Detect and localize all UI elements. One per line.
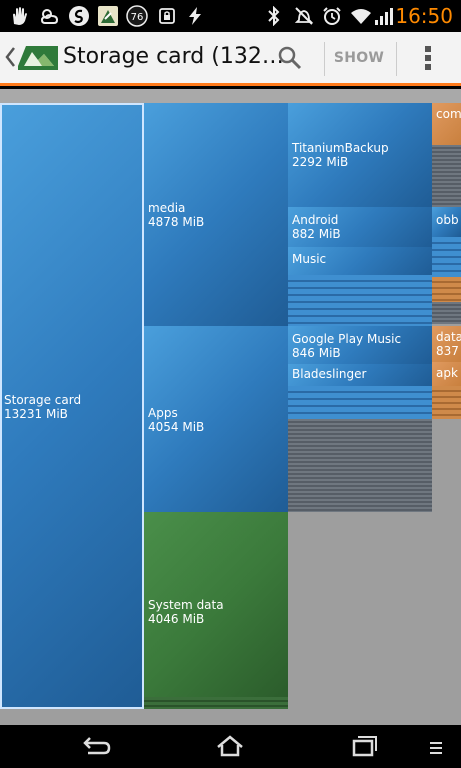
home-icon — [217, 735, 243, 757]
misc-sub-items — [432, 302, 461, 324]
com-block[interactable]: com — [432, 103, 461, 145]
menu-button[interactable] — [424, 733, 454, 761]
block-size: 837 — [436, 344, 459, 358]
apps-block[interactable]: Apps 4054 MiB — [144, 326, 288, 512]
clock: 16:50 — [395, 4, 453, 28]
alarm-icon — [322, 5, 342, 27]
search-icon — [278, 46, 302, 70]
block-label: Android — [292, 213, 339, 227]
overflow-dots-icon — [416, 46, 440, 70]
app-notify-icon — [96, 5, 120, 27]
weather-icon — [38, 5, 62, 27]
treemap-header-strip — [0, 89, 461, 103]
block-label: data — [436, 330, 461, 344]
app-logo-icon — [18, 44, 58, 72]
obb-block[interactable]: obb — [432, 207, 461, 237]
block-label: Storage card — [4, 393, 82, 407]
hand-icon — [8, 5, 30, 27]
apk-block[interactable]: apk — [432, 362, 461, 386]
block-label: Apps — [148, 406, 178, 420]
block-label: Bladeslinger — [292, 367, 367, 381]
mute-icon — [294, 5, 314, 27]
badge-count: 76 — [131, 12, 144, 23]
block-label: System data — [148, 598, 224, 612]
block-size: 882 MiB — [292, 227, 341, 241]
apps-small-items — [288, 386, 432, 419]
signal-icon — [374, 5, 394, 27]
block-label: apk — [436, 366, 458, 380]
badge-icon: 76 — [126, 5, 148, 27]
home-button[interactable] — [210, 733, 250, 761]
back-chevron-icon — [4, 46, 16, 74]
misc-sub-items — [432, 277, 461, 302]
navigation-bar — [0, 725, 461, 768]
block-size: 846 MiB — [292, 346, 341, 360]
block-label: com — [436, 107, 461, 121]
recent-apps-button[interactable] — [344, 733, 384, 761]
swype-icon — [68, 5, 90, 27]
apps-tiny-items — [288, 419, 432, 512]
media-block[interactable]: media 4878 MiB — [144, 103, 288, 326]
treemap: Storage card 13231 MiB media 4878 MiB Ap… — [0, 89, 461, 725]
status-bar: 76 16:50 — [0, 0, 461, 32]
search-button[interactable] — [276, 44, 304, 72]
block-size: 4046 MiB — [148, 612, 205, 626]
recent-apps-icon — [352, 736, 377, 757]
overflow-menu-button[interactable] — [416, 44, 440, 74]
flash-icon — [184, 5, 206, 27]
music-block[interactable]: Music — [288, 247, 432, 275]
bladeslinger-block[interactable]: Bladeslinger — [288, 364, 432, 386]
titaniumbackup-block[interactable]: TitaniumBackup 2292 MiB — [288, 103, 432, 207]
block-size: 4878 MiB — [148, 215, 205, 229]
system-data-block[interactable]: System data 4046 MiB — [144, 512, 288, 709]
obb-sub-items — [432, 237, 461, 277]
show-button[interactable]: SHOW — [333, 50, 385, 66]
block-label: Google Play Music — [292, 332, 402, 346]
media-small-items — [288, 275, 432, 326]
block-size: 2292 MiB — [292, 155, 349, 169]
system-data-subitems — [144, 697, 288, 709]
page-title: Storage card (132… — [63, 44, 284, 69]
back-button[interactable] — [76, 733, 116, 761]
block-label: Music — [292, 252, 327, 266]
apk-sub-items — [432, 386, 461, 419]
menu-icon — [430, 742, 442, 754]
block-size: 4054 MiB — [148, 420, 205, 434]
block-label: media — [148, 201, 186, 215]
block-size: 13231 MiB — [4, 407, 68, 421]
lock-notify-icon — [156, 5, 178, 27]
bluetooth-icon — [266, 5, 282, 27]
android-block[interactable]: Android 882 MiB — [288, 207, 432, 247]
divider — [324, 42, 325, 76]
divider — [396, 42, 397, 76]
block-label: TitaniumBackup — [292, 141, 389, 155]
block-label: obb — [436, 213, 459, 227]
google-play-music-block[interactable]: Google Play Music 846 MiB — [288, 326, 432, 364]
wifi-icon — [350, 5, 372, 27]
storage-card-block[interactable]: Storage card 13231 MiB — [0, 103, 144, 709]
action-bar: Storage card (132… SHOW — [0, 32, 461, 86]
com-sub-items — [432, 145, 461, 207]
data-block[interactable]: data 837 — [432, 326, 461, 362]
back-icon — [83, 737, 111, 755]
